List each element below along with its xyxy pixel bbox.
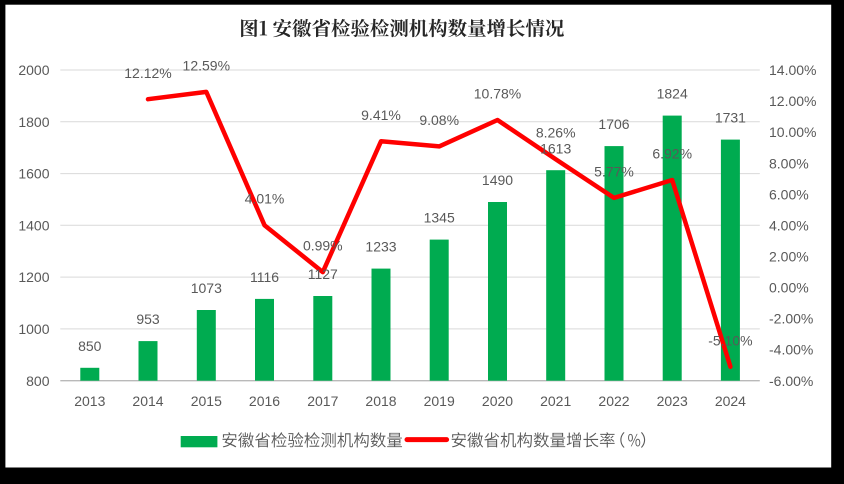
svg-text:2015: 2015	[191, 393, 222, 409]
svg-text:0.00%: 0.00%	[769, 280, 809, 296]
svg-text:12.12%: 12.12%	[124, 65, 171, 81]
svg-text:2016: 2016	[249, 393, 280, 409]
svg-text:2.00%: 2.00%	[769, 249, 809, 265]
svg-text:-2.00%: -2.00%	[769, 311, 813, 327]
svg-text:4.01%: 4.01%	[245, 191, 285, 207]
svg-text:-6.00%: -6.00%	[769, 373, 813, 389]
svg-text:1200: 1200	[18, 269, 49, 285]
svg-text:1824: 1824	[657, 86, 688, 102]
svg-text:1613: 1613	[540, 140, 571, 156]
svg-text:2020: 2020	[482, 393, 513, 409]
svg-text:4.00%: 4.00%	[769, 217, 809, 233]
svg-text:2022: 2022	[598, 393, 629, 409]
svg-text:8.26%: 8.26%	[536, 125, 576, 141]
svg-text:2017: 2017	[307, 393, 338, 409]
svg-text:800: 800	[26, 373, 50, 389]
svg-text:2021: 2021	[540, 393, 571, 409]
svg-text:10.78%: 10.78%	[474, 86, 521, 102]
svg-text:5.77%: 5.77%	[594, 163, 634, 179]
svg-text:2018: 2018	[365, 393, 396, 409]
svg-text:1706: 1706	[598, 116, 629, 132]
svg-text:2023: 2023	[657, 393, 688, 409]
svg-text:6.92%: 6.92%	[652, 146, 692, 162]
svg-text:1127: 1127	[308, 266, 338, 282]
svg-text:8.00%: 8.00%	[769, 155, 809, 171]
svg-text:1073: 1073	[191, 280, 222, 296]
svg-text:2024: 2024	[715, 393, 746, 409]
svg-text:10.00%: 10.00%	[769, 124, 816, 140]
svg-text:1800: 1800	[18, 114, 49, 130]
svg-text:1345: 1345	[424, 210, 455, 226]
svg-text:1000: 1000	[18, 321, 49, 337]
svg-text:-4.00%: -4.00%	[769, 342, 813, 358]
svg-text:0.99%: 0.99%	[303, 238, 343, 254]
svg-text:12.00%: 12.00%	[769, 93, 816, 109]
svg-text:2013: 2013	[74, 393, 105, 409]
svg-text:9.41%: 9.41%	[361, 107, 401, 123]
svg-text:-5.10%: -5.10%	[708, 332, 752, 348]
svg-text:1490: 1490	[482, 172, 513, 188]
svg-text:2014: 2014	[132, 393, 163, 409]
svg-text:2000: 2000	[18, 62, 49, 78]
svg-text:1600: 1600	[18, 166, 49, 182]
svg-text:850: 850	[78, 338, 102, 354]
svg-text:1731: 1731	[715, 110, 746, 126]
svg-text:953: 953	[136, 311, 160, 327]
svg-text:1116: 1116	[250, 269, 279, 285]
svg-text:6.00%: 6.00%	[769, 186, 809, 202]
svg-text:1400: 1400	[18, 217, 49, 233]
svg-text:2019: 2019	[424, 393, 455, 409]
svg-text:9.08%: 9.08%	[419, 112, 459, 128]
svg-text:14.00%: 14.00%	[769, 62, 816, 78]
svg-text:1233: 1233	[365, 239, 396, 255]
svg-text:12.59%: 12.59%	[183, 58, 230, 74]
